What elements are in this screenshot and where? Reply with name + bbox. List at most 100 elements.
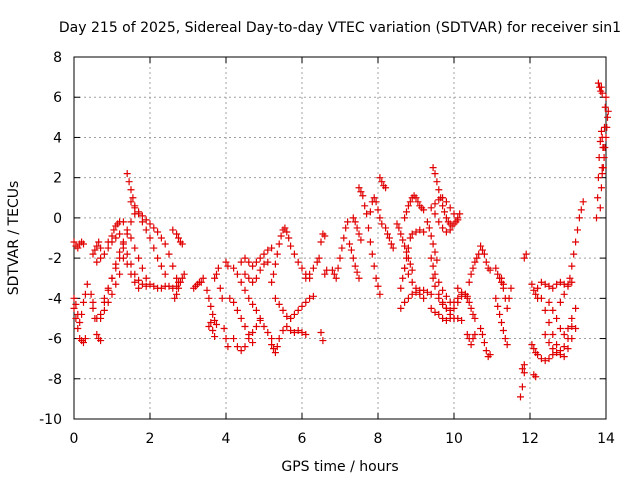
- data-point: [382, 224, 390, 232]
- data-point: [469, 335, 477, 343]
- data-point: [211, 333, 219, 341]
- data-point: [281, 224, 289, 232]
- data-point: [486, 266, 494, 274]
- data-point: [442, 316, 450, 324]
- data-point: [108, 290, 116, 298]
- data-point: [131, 244, 139, 252]
- data-point: [397, 284, 405, 292]
- y-axis-label: SDTVAR / TECUs: [6, 181, 22, 296]
- data-points: [70, 79, 612, 401]
- data-point: [399, 236, 407, 244]
- data-point: [404, 294, 412, 302]
- data-point: [427, 304, 435, 312]
- data-point: [211, 274, 219, 282]
- data-point: [104, 286, 112, 294]
- data-point: [353, 268, 361, 276]
- data-point: [401, 298, 409, 306]
- data-point: [420, 228, 428, 236]
- data-point: [119, 254, 127, 262]
- data-point: [116, 248, 124, 256]
- data-point: [387, 240, 395, 248]
- data-point: [268, 341, 276, 349]
- data-point: [431, 270, 439, 278]
- data-point: [76, 318, 84, 326]
- plot-frame: [73, 56, 607, 420]
- data-point: [498, 318, 505, 326]
- data-point: [249, 262, 257, 270]
- series-arc-t: [211, 264, 226, 302]
- data-point: [446, 226, 454, 234]
- y-tick-label: 0: [53, 211, 62, 227]
- data-point: [70, 294, 78, 302]
- series-arc-bn: [528, 341, 557, 365]
- data-point: [245, 335, 253, 343]
- series-arc-aj: [349, 214, 365, 244]
- data-point: [123, 250, 131, 258]
- data-point: [277, 232, 285, 240]
- data-point: [171, 294, 179, 302]
- data-point: [271, 294, 279, 302]
- data-point: [95, 238, 103, 246]
- data-point: [520, 369, 528, 377]
- data-point: [138, 212, 146, 220]
- data-point: [574, 226, 581, 234]
- data-point: [100, 306, 108, 314]
- series-arc-ae: [287, 292, 317, 322]
- data-point: [273, 343, 281, 351]
- data-point: [570, 250, 578, 258]
- data-point: [290, 250, 298, 258]
- data-point: [429, 164, 437, 172]
- series-arc-aw: [431, 194, 462, 224]
- data-point: [97, 314, 105, 322]
- data-point: [395, 224, 403, 232]
- data-point: [112, 234, 120, 242]
- data-point: [349, 214, 357, 222]
- data-point: [498, 274, 505, 282]
- series-arc-ag: [317, 230, 331, 345]
- data-point: [499, 284, 507, 292]
- data-point: [568, 278, 576, 286]
- data-point: [216, 284, 224, 292]
- data-point: [479, 331, 486, 339]
- data-point: [178, 240, 186, 248]
- data-point: [442, 304, 450, 312]
- series-arc-ad: [268, 322, 310, 357]
- data-point: [230, 264, 238, 272]
- data-point: [496, 310, 504, 318]
- data-point: [564, 282, 572, 290]
- data-point: [469, 310, 477, 318]
- series-arc-ar: [397, 286, 435, 312]
- data-point: [477, 325, 485, 332]
- data-point: [205, 322, 213, 330]
- series-arc-z: [237, 244, 276, 270]
- data-point: [256, 254, 264, 262]
- data-point: [338, 244, 346, 252]
- data-point: [397, 230, 405, 238]
- data-point: [429, 274, 437, 282]
- data-point: [572, 325, 580, 332]
- data-point: [556, 325, 564, 332]
- data-point: [270, 345, 277, 353]
- data-point: [87, 290, 95, 298]
- data-point: [560, 343, 568, 351]
- y-tick-label: -10: [39, 412, 62, 428]
- data-point: [81, 335, 89, 343]
- data-point: [347, 246, 355, 254]
- data-point: [549, 331, 557, 339]
- data-point: [146, 280, 154, 288]
- data-point: [317, 238, 325, 246]
- data-point: [340, 234, 348, 242]
- data-point: [72, 300, 80, 308]
- data-point: [463, 294, 471, 302]
- data-point: [273, 250, 281, 258]
- series-arc-y: [230, 316, 264, 355]
- data-point: [414, 198, 422, 206]
- data-point: [503, 304, 511, 312]
- data-point: [306, 270, 314, 278]
- data-point: [213, 270, 220, 278]
- data-point: [173, 230, 181, 238]
- data-point: [230, 298, 238, 306]
- series-arc-ay: [429, 274, 466, 324]
- data-point: [150, 282, 158, 290]
- series-arc-bo: [530, 371, 540, 381]
